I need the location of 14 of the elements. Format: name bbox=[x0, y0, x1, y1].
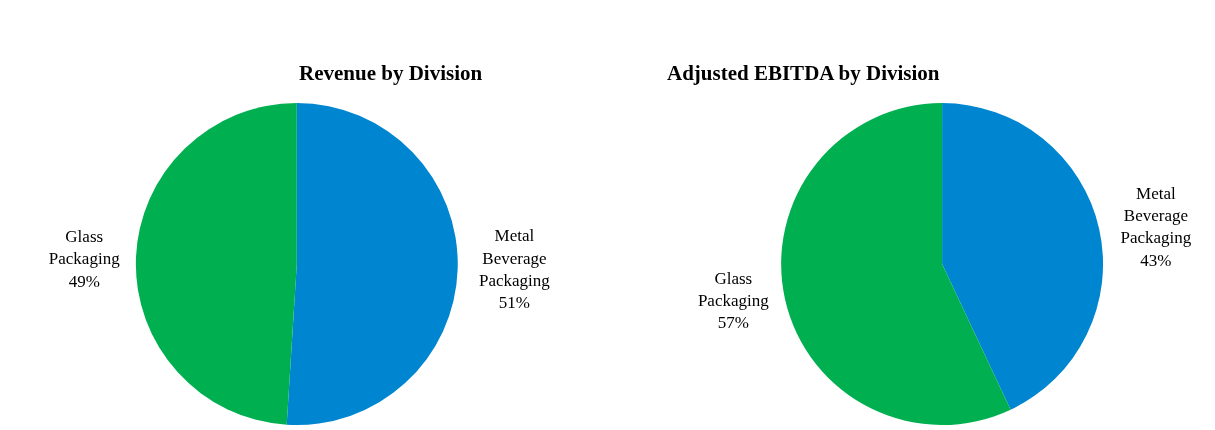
data-label: 51% bbox=[498, 292, 530, 312]
slice-label: Metal Beverage Packaging bbox=[479, 226, 551, 290]
chart-title: Adjusted EBITDA by Division bbox=[667, 61, 940, 85]
slice-label: Glass Packaging bbox=[697, 269, 770, 311]
chart-title: Revenue by Division bbox=[299, 61, 483, 85]
pie-slice bbox=[135, 103, 297, 425]
data-label: 49% bbox=[68, 271, 100, 291]
slice-label: Metal Beverage Packaging bbox=[1120, 184, 1192, 248]
data-label: 57% bbox=[717, 313, 749, 333]
slice-label: Glass Packaging bbox=[48, 227, 121, 269]
pie-slice bbox=[942, 103, 1103, 410]
pie-slice bbox=[781, 103, 1011, 425]
pie-slice bbox=[286, 103, 458, 425]
data-label: 43% bbox=[1140, 250, 1172, 270]
